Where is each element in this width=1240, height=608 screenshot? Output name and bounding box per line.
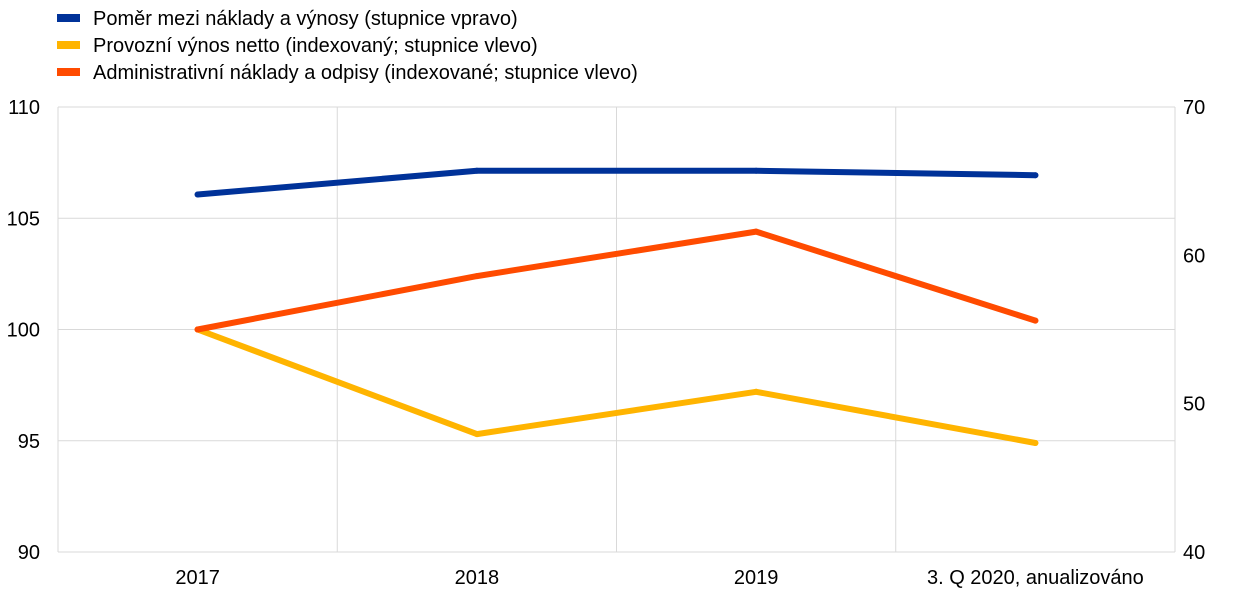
x-tick-label: 3. Q 2020, anualizováno bbox=[927, 567, 1144, 589]
right-y-tick-label: 40 bbox=[1183, 542, 1205, 564]
legend-swatch bbox=[57, 14, 80, 22]
legend: Poměr mezi náklady a výnosy (stupnice vp… bbox=[57, 8, 638, 84]
left-y-tick-label: 110 bbox=[8, 97, 40, 119]
right-y-tick-label: 50 bbox=[1183, 394, 1205, 416]
series-line-3 bbox=[194, 228, 1039, 333]
data-point bbox=[473, 167, 480, 174]
data-point bbox=[473, 273, 480, 280]
legend-label: Provozní výnos netto (indexovaný; stupni… bbox=[93, 35, 538, 57]
data-point bbox=[753, 388, 760, 395]
legend-label: Administrativní náklady a odpisy (indexo… bbox=[93, 62, 638, 84]
data-point bbox=[473, 431, 480, 438]
gridlines bbox=[57, 106, 1176, 553]
left-y-tick-label: 105 bbox=[7, 208, 40, 230]
x-tick-label: 2018 bbox=[455, 567, 500, 589]
data-point bbox=[1032, 439, 1039, 446]
data-point bbox=[753, 167, 760, 174]
x-tick-label: 2017 bbox=[175, 567, 220, 589]
left-y-tick-label: 90 bbox=[18, 542, 40, 564]
left-y-axis: 90 95 100 105 110 bbox=[7, 97, 40, 564]
data-point bbox=[194, 191, 201, 198]
series-line-1 bbox=[194, 167, 1039, 198]
data-point bbox=[194, 326, 201, 333]
left-y-tick-label: 100 bbox=[7, 320, 40, 342]
series-lines bbox=[194, 167, 1039, 446]
legend-label: Poměr mezi náklady a výnosy (stupnice vp… bbox=[93, 8, 518, 30]
right-y-tick-label: 70 bbox=[1183, 97, 1205, 119]
x-tick-label: 2019 bbox=[734, 567, 779, 589]
data-point bbox=[1032, 172, 1039, 179]
series-line-2 bbox=[194, 326, 1039, 446]
data-point bbox=[1032, 317, 1039, 324]
x-axis: 2017 2018 2019 3. Q 2020, anualizováno bbox=[175, 567, 1143, 589]
right-y-axis: 40 50 60 70 bbox=[1183, 97, 1205, 564]
data-point bbox=[753, 228, 760, 235]
left-y-tick-label: 95 bbox=[18, 431, 40, 453]
legend-swatch bbox=[57, 68, 80, 76]
legend-swatch bbox=[57, 41, 80, 49]
right-y-tick-label: 60 bbox=[1183, 245, 1205, 267]
